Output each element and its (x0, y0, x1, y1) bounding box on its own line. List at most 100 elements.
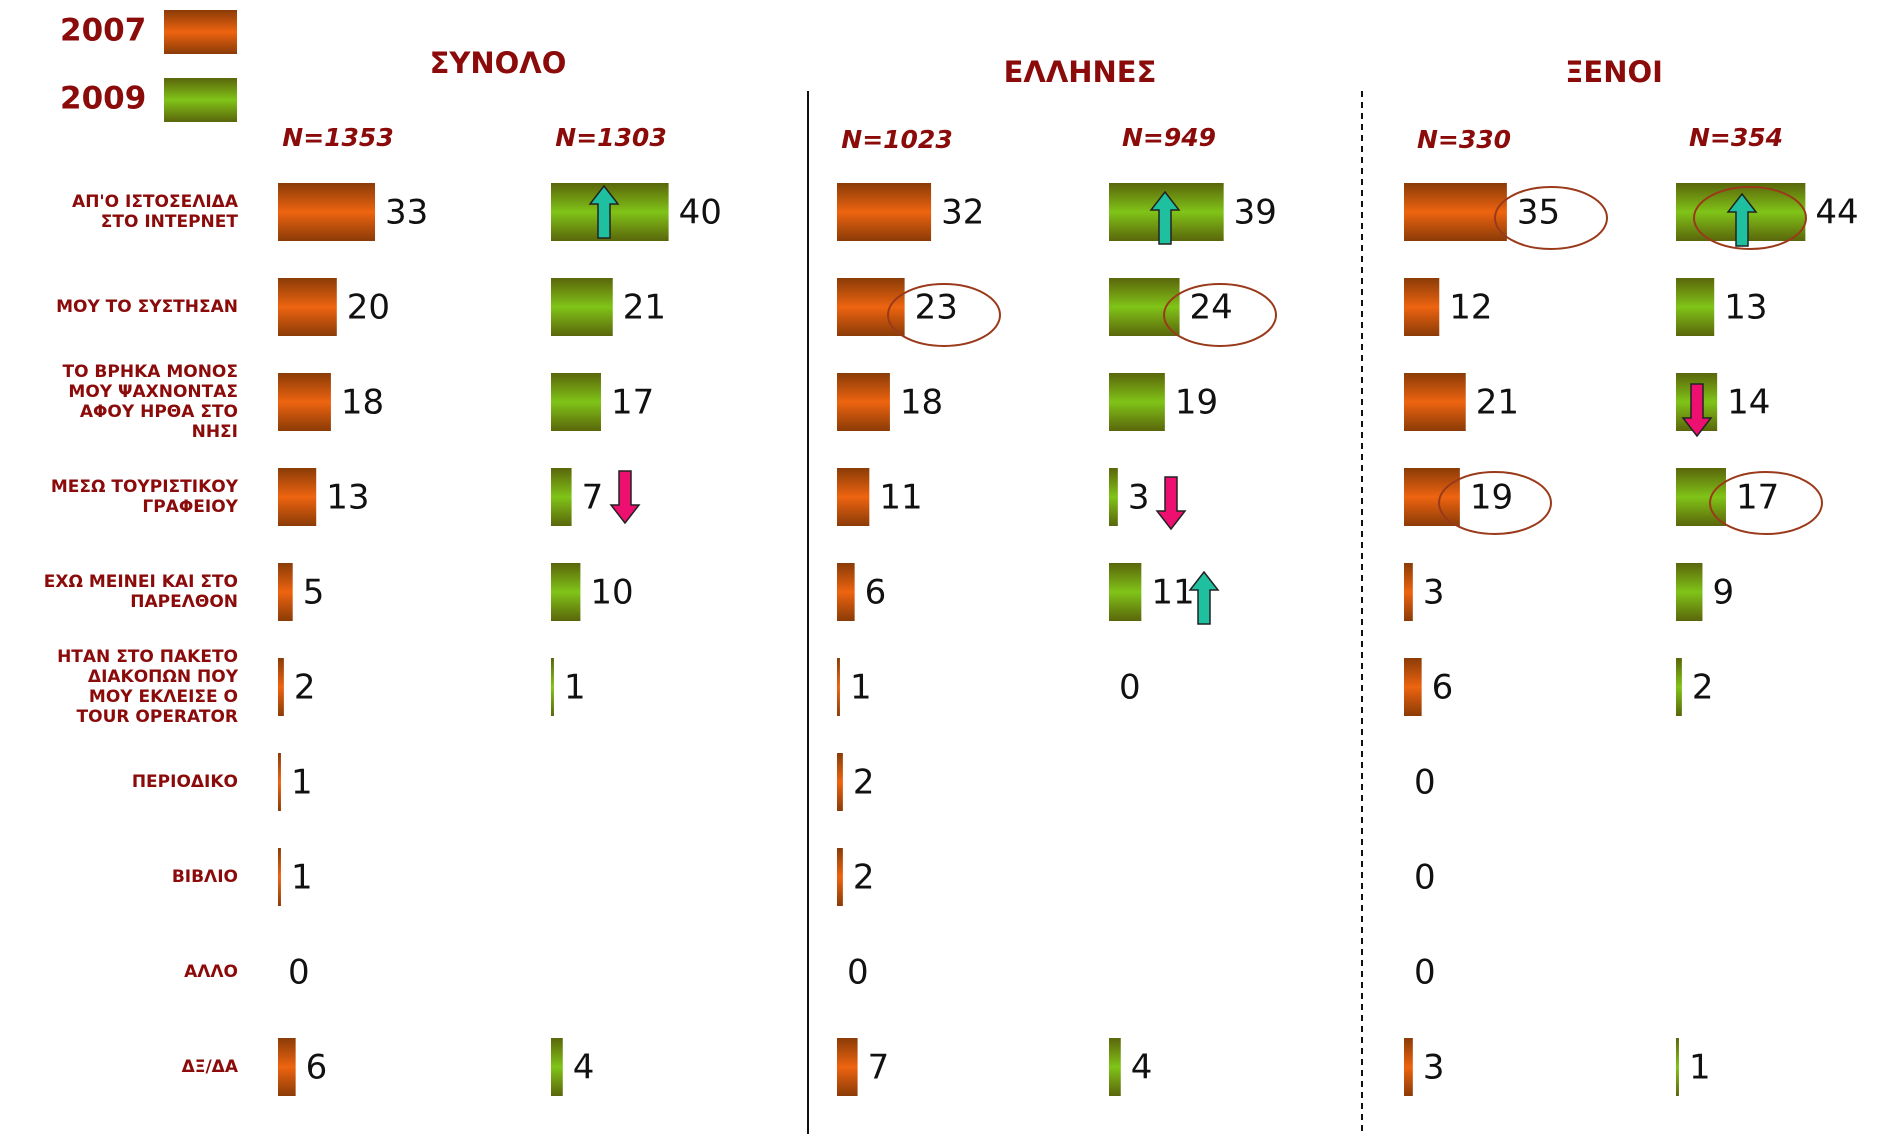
bar (1109, 563, 1141, 621)
bar (837, 468, 869, 526)
value-label: 2 (853, 858, 875, 898)
value-label: 0 (847, 953, 869, 993)
group-title: ΕΛΛΗΝΕΣ (1004, 55, 1157, 89)
category-label: ΜΟΥ ΤΟ ΣΥΣΤΗΣΑΝ (56, 297, 238, 317)
value-label: 12 (1449, 288, 1492, 328)
bar (551, 373, 601, 431)
value-label: 14 (1727, 383, 1770, 423)
value-label: 0 (1414, 953, 1436, 993)
legend-swatch (164, 10, 237, 54)
group-title: ΞΕΝΟΙ (1565, 55, 1663, 89)
bar (1404, 373, 1466, 431)
value-label: 9 (1712, 573, 1734, 613)
value-label: 23 (915, 288, 958, 328)
bar (1404, 1038, 1413, 1096)
bar (1404, 183, 1507, 241)
category-label: ΑΦΟΥ ΗΡΘΑ ΣΤΟ (80, 402, 238, 422)
bar (278, 753, 281, 811)
value-label: 33 (385, 193, 428, 233)
bar (837, 1038, 858, 1096)
value-label: 3 (1128, 478, 1150, 518)
series-label: N=330 (1417, 125, 1511, 154)
bar (837, 848, 843, 906)
value-label: 35 (1517, 193, 1560, 233)
bar (1676, 658, 1682, 716)
value-label: 0 (1119, 668, 1141, 708)
value-label: 4 (1131, 1048, 1153, 1088)
arrow-down (1157, 477, 1185, 529)
series-label: N=354 (1689, 123, 1783, 152)
category-label: ΒΙΒΛΙΟ (172, 867, 238, 887)
bar (278, 468, 316, 526)
chart: 20072009ΑΠ'Ο ΙΣΤΟΣΕΛΙΔΑΣΤΟ ΙΝΤΕΡΝΕΤΜΟΥ Τ… (0, 0, 1903, 1134)
series-label: N=1303 (555, 123, 666, 152)
bar (1404, 563, 1413, 621)
category-label: TOUR OPERATOR (77, 707, 238, 727)
bar (1109, 373, 1165, 431)
value-label: 6 (1432, 668, 1454, 708)
bar (1676, 468, 1726, 526)
value-label: 21 (1476, 383, 1519, 423)
value-label: 1 (1689, 1048, 1711, 1088)
bar (837, 658, 840, 716)
bar (278, 848, 281, 906)
value-label: 3 (1423, 1048, 1445, 1088)
bar (278, 658, 284, 716)
bar (551, 468, 572, 526)
bar (1676, 563, 1702, 621)
value-label: 7 (582, 478, 604, 518)
value-label: 17 (1736, 478, 1779, 518)
value-label: 32 (941, 193, 984, 233)
category-label: ΣΤΟ ΙΝΤΕΡΝΕΤ (101, 212, 239, 232)
value-label: 2 (294, 668, 316, 708)
value-label: 4 (573, 1048, 595, 1088)
group-title: ΣΥΝΟΛΟ (430, 46, 567, 80)
bar (278, 563, 293, 621)
category-label: ΔΞ/ΔΑ (182, 1057, 239, 1077)
value-label: 7 (868, 1048, 890, 1088)
series-label: N=1353 (282, 123, 393, 152)
legend-label: 2007 (60, 13, 146, 49)
bar (1404, 468, 1460, 526)
value-label: 2 (1692, 668, 1714, 708)
value-label: 11 (1151, 573, 1194, 613)
value-label: 1 (564, 668, 586, 708)
category-label: ΜΟΥ ΕΚΛΕΙΣΕ Ο (89, 687, 238, 707)
bar (551, 1038, 563, 1096)
value-label: 6 (306, 1048, 328, 1088)
value-label: 1 (850, 668, 872, 708)
category-label: ΕΧΩ ΜΕΙΝΕΙ ΚΑΙ ΣΤΟ (44, 572, 238, 592)
value-label: 6 (865, 573, 887, 613)
value-label: 0 (1414, 763, 1436, 803)
category-label: ΑΛΛΟ (184, 962, 238, 982)
value-label: 13 (326, 478, 369, 518)
value-label: 2 (853, 763, 875, 803)
arrow-down (611, 471, 639, 523)
bar (837, 563, 855, 621)
bar (551, 278, 613, 336)
bar (1676, 1038, 1679, 1096)
value-label: 0 (1414, 858, 1436, 898)
value-label: 19 (1470, 478, 1513, 518)
bar (837, 753, 843, 811)
value-label: 19 (1175, 383, 1218, 423)
value-label: 18 (900, 383, 943, 423)
value-label: 1 (291, 763, 313, 803)
series-label: N=1023 (841, 125, 952, 154)
bar (1676, 278, 1714, 336)
value-label: 24 (1190, 288, 1233, 328)
value-label: 13 (1724, 288, 1767, 328)
value-label: 17 (611, 383, 654, 423)
category-label: ΓΡΑΦΕΙΟΥ (142, 497, 238, 517)
bar (837, 373, 890, 431)
bar (551, 658, 554, 716)
bar (1404, 658, 1422, 716)
series-label: N=949 (1122, 123, 1216, 152)
bar (837, 183, 931, 241)
value-label: 0 (288, 953, 310, 993)
value-label: 3 (1423, 573, 1445, 613)
value-label: 18 (341, 383, 384, 423)
bar (1109, 468, 1118, 526)
bar (837, 278, 905, 336)
category-label: ΗΤΑΝ ΣΤΟ ΠΑΚΕΤΟ (57, 647, 238, 667)
